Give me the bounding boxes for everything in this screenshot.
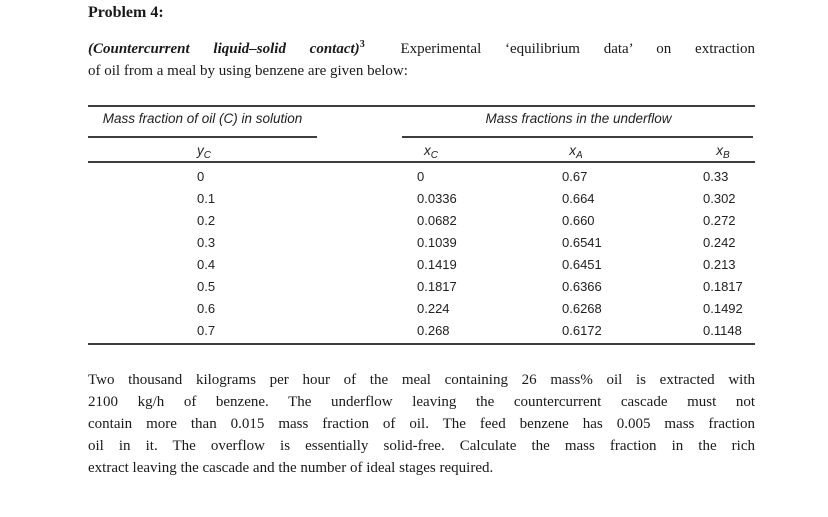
cell-xc: 0.224 <box>417 301 450 316</box>
cell-xa: 0.67 <box>562 169 588 184</box>
intro-line-1: (Countercurrent liquid–solid contact)3 E… <box>88 38 755 60</box>
intro-line1-rest: Experimental ‘equilibrium data’ on extra… <box>400 41 756 57</box>
intro-superscript: 3 <box>359 39 365 50</box>
cell-xb: 0.1492 <box>703 301 743 316</box>
cell-yc: 0.1 <box>197 191 216 206</box>
table-row: 0.4 0.1419 0.6451 0.213 <box>88 254 755 276</box>
cell-yc: 0.4 <box>197 257 216 272</box>
cell-xb: 0.33 <box>703 169 729 184</box>
symbol-sub: A <box>576 150 583 161</box>
intro-line-2: of oil from a meal by using benzene are … <box>88 63 408 79</box>
table-row: 0 0 0.67 0.33 <box>88 166 755 188</box>
cell-yc: 0.7 <box>197 323 216 338</box>
column-symbol-row: yC xC xA xB <box>88 143 755 161</box>
intro-emphasis: (Countercurrent liquid–solid contact) <box>88 41 360 57</box>
cell-yc: 0.2 <box>197 213 216 228</box>
cell-xb: 0.242 <box>703 235 736 250</box>
table-mid-rule <box>88 161 755 163</box>
table-top-rule <box>88 105 755 107</box>
cell-xa: 0.664 <box>562 191 595 206</box>
symbol-sub: B <box>723 150 730 161</box>
cell-xa: 0.6541 <box>562 235 602 250</box>
table-row: 0.6 0.224 0.6268 0.1492 <box>88 298 755 320</box>
cell-xa: 0.6366 <box>562 279 602 294</box>
cell-yc: 0.5 <box>197 279 216 294</box>
cell-xb: 0.302 <box>703 191 736 206</box>
cell-xa: 0.6172 <box>562 323 602 338</box>
table-body: 0 0 0.67 0.33 0.1 0.0336 0.664 0.302 0.2… <box>88 166 755 342</box>
cell-yc: 0.6 <box>197 301 216 316</box>
problem-body-paragraph: Two thousand kilograms per hour of the m… <box>88 369 755 479</box>
body-line: Two thousand kilograms per hour of the m… <box>88 372 755 388</box>
cell-yc: 0.3 <box>197 235 216 250</box>
cell-xb: 0.1148 <box>703 323 742 338</box>
cell-xc: 0.1039 <box>417 235 457 250</box>
cell-xa: 0.660 <box>562 213 595 228</box>
group-header-solution: Mass fraction of oil (C) in solution <box>102 111 303 126</box>
cell-xc: 0 <box>417 169 425 184</box>
cell-xb: 0.272 <box>703 213 736 228</box>
cell-xc: 0.1817 <box>417 279 457 294</box>
symbol-base: x <box>424 143 431 158</box>
cell-xb: 0.213 <box>703 257 736 272</box>
cell-yc: 0 <box>197 169 205 184</box>
cell-xc: 0.0336 <box>417 191 457 206</box>
body-line: oil in it. The overflow is essentially s… <box>88 438 755 454</box>
intro-paragraph: (Countercurrent liquid–solid contact)3 E… <box>88 38 755 82</box>
symbol-base: y <box>197 143 204 158</box>
group-underline-underflow <box>402 136 753 138</box>
table-row: 0.2 0.0682 0.660 0.272 <box>88 210 755 232</box>
symbol-xb: xB <box>716 143 730 161</box>
cell-xc: 0.268 <box>417 323 450 338</box>
symbol-base: x <box>569 143 577 158</box>
symbol-sub: C <box>203 150 211 161</box>
symbol-sub: C <box>430 150 438 161</box>
table-row: 0.1 0.0336 0.664 0.302 <box>88 188 755 210</box>
table-row: 0.5 0.1817 0.6366 0.1817 <box>88 276 755 298</box>
body-line: contain more than 0.015 mass fraction of… <box>88 416 755 432</box>
table-row: 0.3 0.1039 0.6541 0.242 <box>88 232 755 254</box>
cell-xa: 0.6268 <box>562 301 602 316</box>
cell-xc: 0.1419 <box>417 257 457 272</box>
group-header-underflow: Mass fractions in the underflow <box>485 111 672 126</box>
symbol-yc: yC <box>197 143 211 161</box>
body-line: extract leaving the cascade and the numb… <box>88 460 494 476</box>
symbol-xa: xA <box>569 143 583 161</box>
table-bottom-rule <box>88 343 755 345</box>
equilibrium-table: Mass fraction of oil (C) in solution Mas… <box>88 105 755 346</box>
group-underline-solution <box>88 136 317 138</box>
body-line: 2100 kg/h of benzene. The underflow leav… <box>88 394 755 410</box>
table-row: 0.7 0.268 0.6172 0.1148 <box>88 320 755 342</box>
cell-xa: 0.6451 <box>562 257 602 272</box>
symbol-base: x <box>716 143 724 158</box>
problem-heading: Problem 4: <box>88 4 164 21</box>
symbol-xc: xC <box>424 143 438 161</box>
cell-xc: 0.0682 <box>417 213 457 228</box>
cell-xb: 0.1817 <box>703 279 743 294</box>
